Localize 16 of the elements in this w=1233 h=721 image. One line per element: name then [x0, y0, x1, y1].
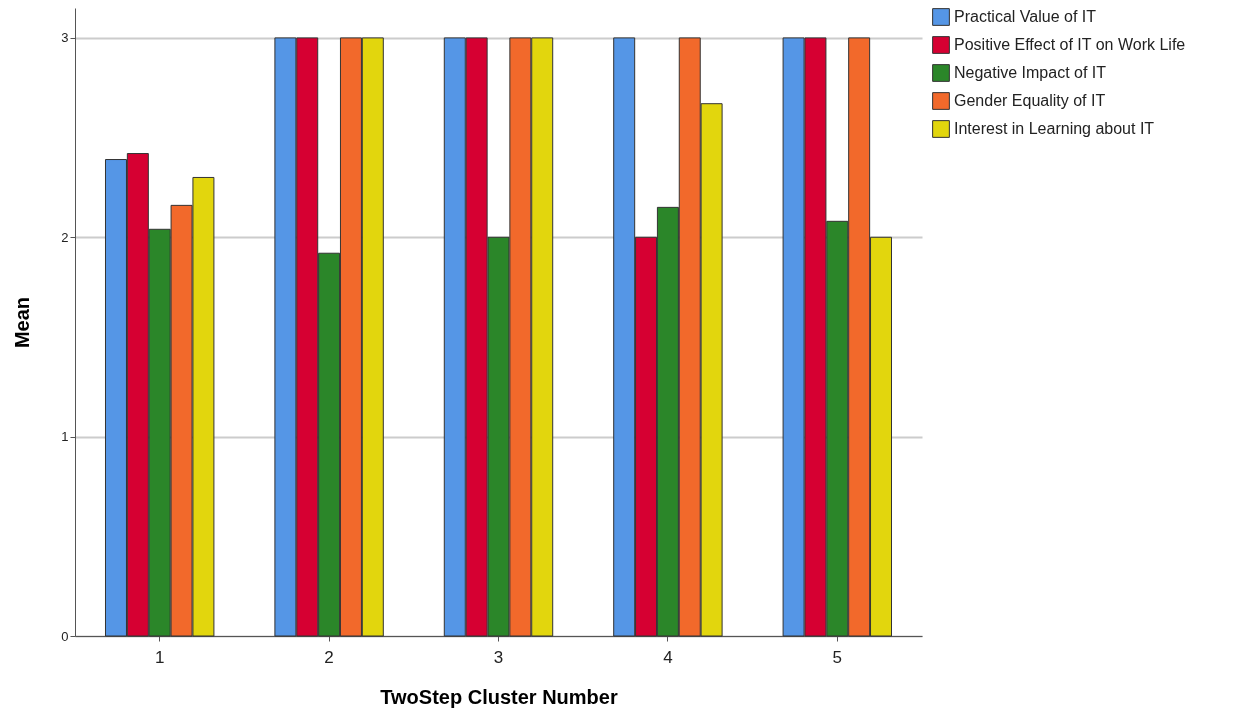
- x-tick-label: 1: [154, 647, 165, 667]
- y-tick-label: 1: [61, 429, 69, 445]
- legend-label: Practical Value of IT: [954, 8, 1097, 25]
- x-tick-label: 5: [832, 647, 843, 667]
- legend-label: Gender Equality of IT: [954, 92, 1106, 109]
- y-tick-label: 2: [61, 229, 69, 245]
- legend-label: Positive Effect of IT on Work Life: [954, 36, 1186, 53]
- x-axis-title: TwoStep Cluster Number: [380, 685, 618, 708]
- legend-label: Negative Impact of IT: [954, 64, 1107, 81]
- x-tick-label: 3: [493, 647, 504, 667]
- y-tick-label: 3: [61, 30, 69, 46]
- x-tick-label: 2: [324, 647, 334, 667]
- legend-label: Interest in Learning about IT: [954, 120, 1155, 137]
- y-tick-label: 0: [61, 628, 69, 644]
- y-axis-title: Mean: [11, 296, 34, 349]
- x-tick-label: 4: [663, 647, 673, 667]
